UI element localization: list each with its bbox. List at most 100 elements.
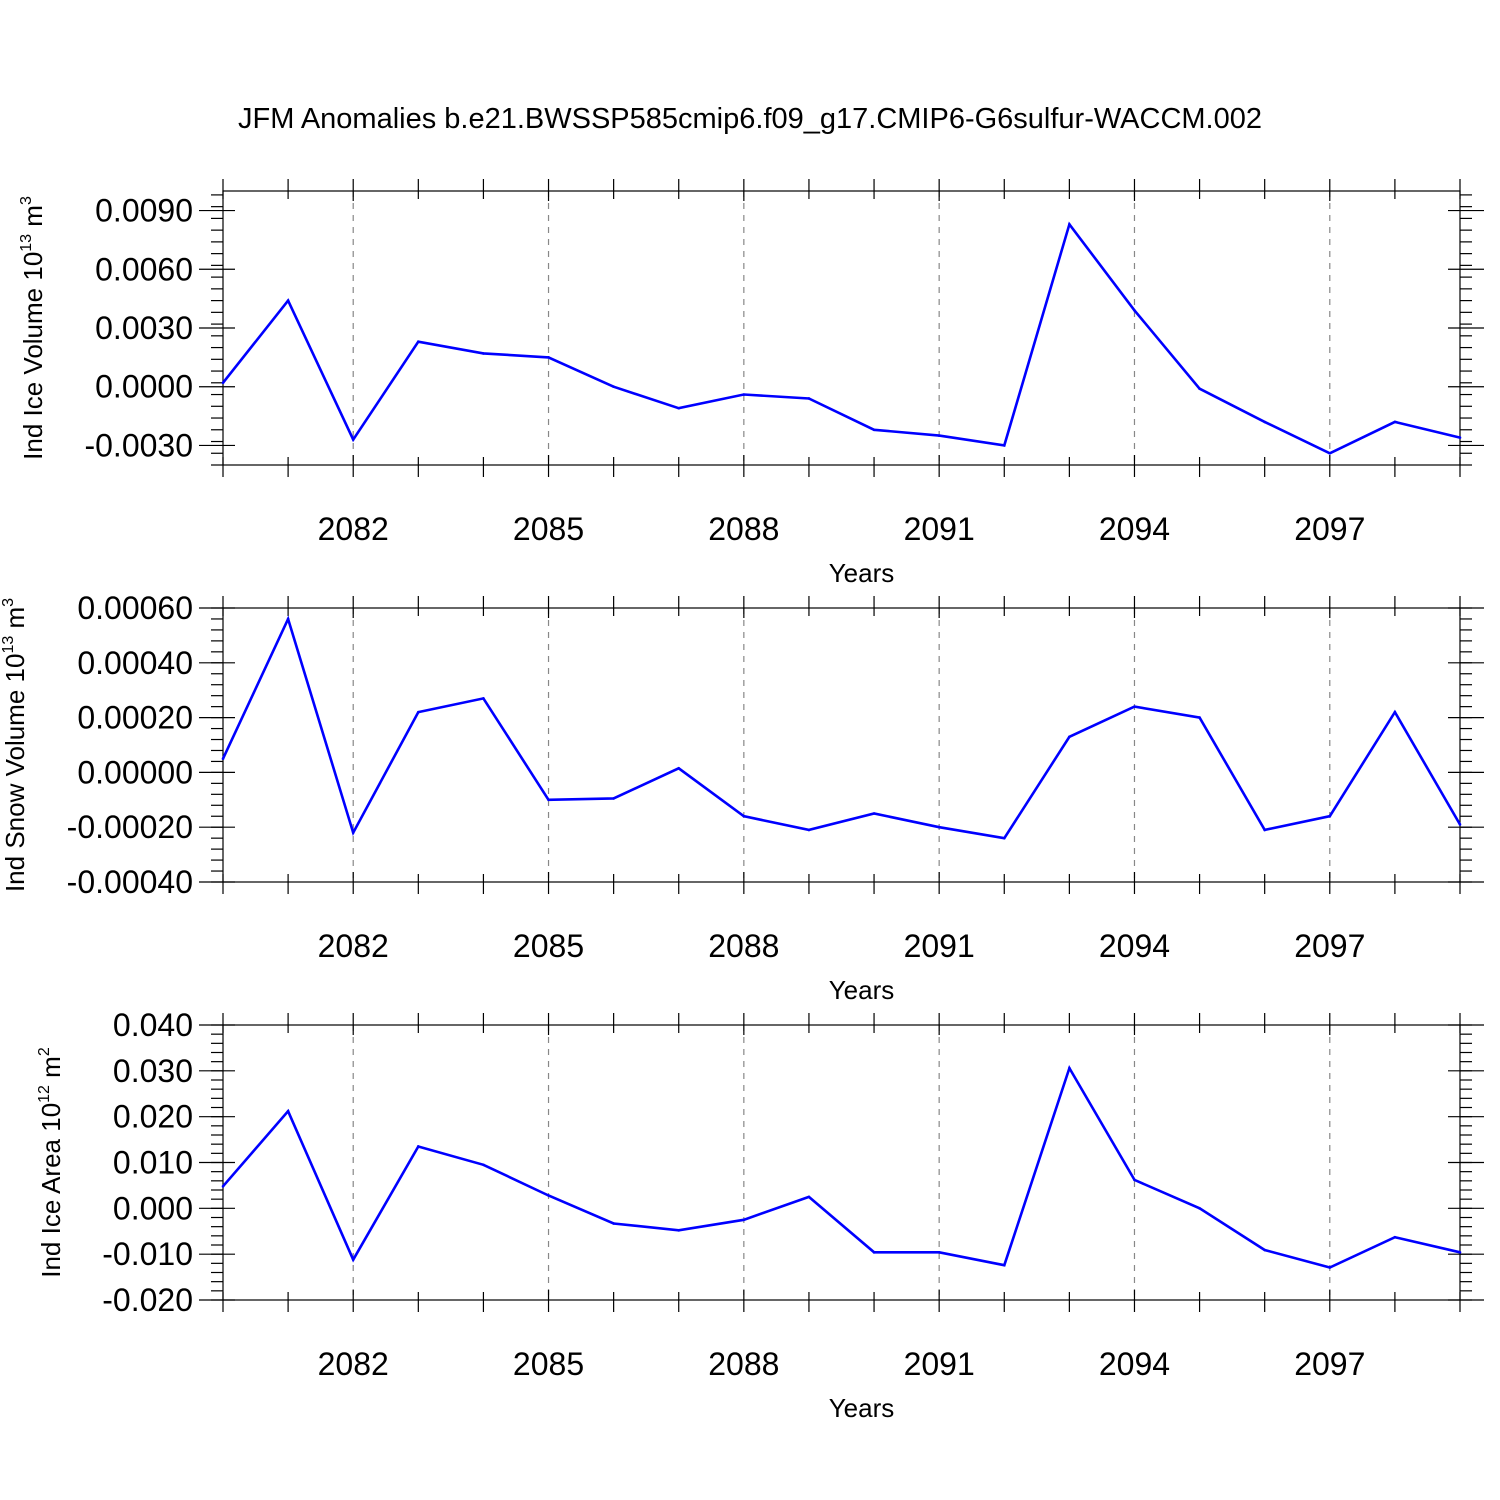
data-point xyxy=(937,434,941,437)
data-point xyxy=(612,1222,615,1225)
x-axis-title: Years xyxy=(829,1393,895,1423)
y-axis-title-text: Ind Snow Volume 10 xyxy=(0,654,30,893)
data-point xyxy=(1133,1178,1136,1182)
y-tick-label: 0.030 xyxy=(113,1053,193,1089)
data-point xyxy=(482,352,485,355)
data-point xyxy=(417,1145,420,1148)
data-point xyxy=(612,797,615,800)
y-tick-label: 0.010 xyxy=(113,1145,193,1181)
data-point xyxy=(742,393,746,396)
y-tick-label: -0.010 xyxy=(102,1236,193,1272)
y-tick-label: 0.0030 xyxy=(95,310,193,346)
y-axis-title-unit-exponent: 3 xyxy=(18,196,35,205)
data-point xyxy=(547,356,550,359)
data-point xyxy=(1198,1207,1201,1210)
data-point xyxy=(547,798,550,802)
series-line xyxy=(221,615,1462,840)
data-point xyxy=(221,757,225,760)
y-axis-title: Ind Snow Volume 1013 m3 xyxy=(0,598,30,892)
data-point xyxy=(612,385,615,389)
panel-1: 2082 2085 2088 2091 2094 2097 Years 0.0090 0.006… xyxy=(18,179,1484,588)
y-tick-label: 0.00000 xyxy=(77,754,193,790)
data-point xyxy=(286,617,290,621)
y-tick-label: 0.0090 xyxy=(95,193,193,229)
y-axis-title-text: Ind Ice Volume 10 xyxy=(18,252,48,460)
plot-frame xyxy=(222,190,1461,466)
data-point xyxy=(807,828,811,832)
y-axis-title-exponent: 12 xyxy=(36,1085,53,1103)
y-tick-label: -0.0030 xyxy=(84,427,193,463)
data-point xyxy=(937,1251,941,1254)
data-point xyxy=(1002,444,1006,447)
y-tick-label: -0.00040 xyxy=(67,864,193,900)
y-axis-title-text: Ind Ice Area 10 xyxy=(36,1103,66,1278)
data-point xyxy=(351,831,355,834)
data-point xyxy=(221,1185,225,1188)
x-tick-label: 2082 xyxy=(318,1346,389,1382)
data-point xyxy=(1002,1263,1006,1267)
data-point xyxy=(677,406,681,410)
y-axis-title-unit-exponent: 3 xyxy=(0,598,17,607)
series-line xyxy=(221,221,1461,455)
data-point xyxy=(351,1258,355,1261)
data-point xyxy=(1198,387,1201,390)
data-point xyxy=(1328,451,1332,455)
y-axis-title-unit-exponent: 2 xyxy=(36,1047,53,1056)
y-axis-title: Ind Ice Volume 1013 m3 xyxy=(18,196,48,460)
x-tick-label: 2088 xyxy=(708,1346,779,1382)
x-tick-label: 2088 xyxy=(708,511,779,547)
data-point xyxy=(286,1109,290,1113)
x-tick-label: 2091 xyxy=(904,1346,975,1382)
data-point xyxy=(872,812,876,815)
data-point xyxy=(872,428,876,432)
data-point xyxy=(1458,436,1462,439)
data-point xyxy=(482,1163,485,1167)
x-tick-label: 2097 xyxy=(1294,928,1365,964)
y-axis-title: Ind Ice Area 1012 m2 xyxy=(36,1047,66,1278)
x-tick-label: 2094 xyxy=(1099,928,1170,964)
data-point xyxy=(1068,1066,1071,1070)
panels: 2082 2085 2088 2091 2094 2097 Years 0.0090 0.006… xyxy=(0,179,1484,1423)
data-point xyxy=(1458,1251,1462,1254)
data-point xyxy=(417,710,420,714)
x-tick-label: 2088 xyxy=(708,928,779,964)
y-axis-title-unit: m xyxy=(36,1056,66,1085)
y-tick-label: 0.00060 xyxy=(77,590,193,626)
data-point xyxy=(482,697,485,700)
data-point xyxy=(1328,1266,1332,1269)
data-point xyxy=(872,1251,876,1254)
data-point xyxy=(1002,836,1006,840)
data-point xyxy=(1393,1235,1397,1239)
data-point xyxy=(1263,828,1266,832)
x-tick-label: 2082 xyxy=(318,928,389,964)
chart-title: JFM Anomalies b.e21.BWSSP585cmip6.f09_g1… xyxy=(238,103,1262,135)
y-tick-label: 0.020 xyxy=(113,1099,193,1135)
x-tick-label: 2097 xyxy=(1294,511,1365,547)
y-tick-label: 0.00040 xyxy=(77,645,193,681)
x-tick-label: 2094 xyxy=(1099,1346,1170,1382)
data-point xyxy=(286,299,290,302)
panel-3: 2082 2085 2088 2091 2094 2097 Years 0.040 0.030 0… xyxy=(36,1007,1484,1423)
x-tick-label: 2094 xyxy=(1099,511,1170,547)
data-point xyxy=(221,381,225,385)
series-line xyxy=(222,1064,1461,1269)
x-axis-title: Years xyxy=(829,558,895,588)
x-tick-label: 2082 xyxy=(318,511,389,547)
x-axis-title: Years xyxy=(829,975,895,1005)
data-point xyxy=(1068,735,1071,739)
plot-frame xyxy=(222,607,1461,883)
x-tick-label: 2085 xyxy=(513,1346,584,1382)
x-tick-label: 2097 xyxy=(1294,1346,1365,1382)
data-point xyxy=(677,1229,681,1232)
data-point xyxy=(937,825,941,829)
y-tick-label: 0.000 xyxy=(113,1190,193,1226)
data-point xyxy=(1133,705,1136,708)
y-axis-title-exponent: 13 xyxy=(18,234,35,252)
data-point xyxy=(417,340,420,344)
y-tick-label: -0.00020 xyxy=(67,809,193,845)
data-point xyxy=(351,438,355,441)
x-tick-label: 2085 xyxy=(513,511,584,547)
data-point xyxy=(677,766,681,770)
y-tick-label: 0.00020 xyxy=(77,700,193,736)
y-tick-label: 0.040 xyxy=(113,1007,193,1043)
